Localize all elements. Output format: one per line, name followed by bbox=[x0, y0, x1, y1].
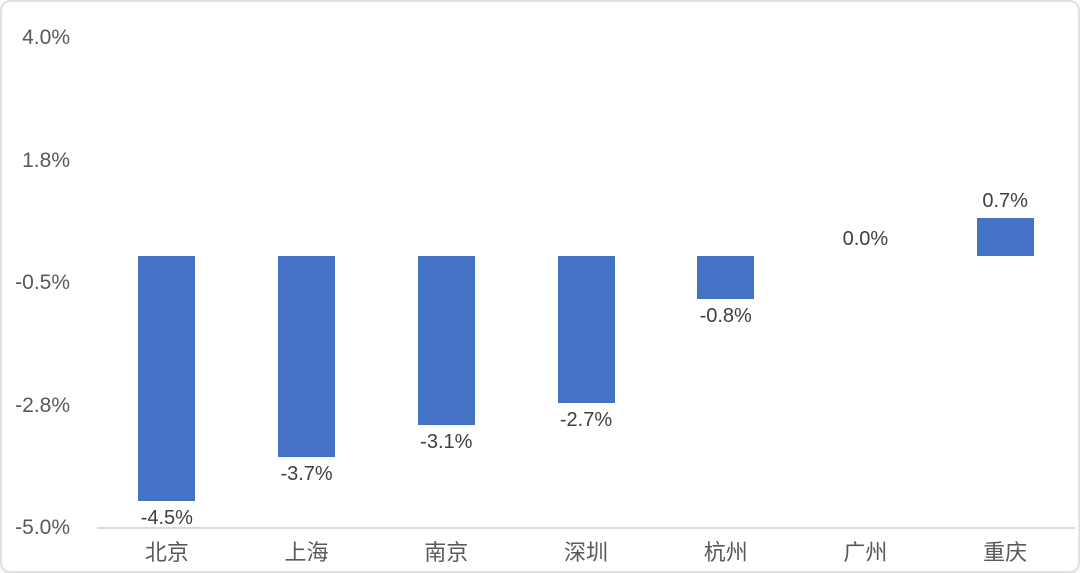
bar-hangzhou bbox=[697, 255, 755, 300]
y-axis-tick-label: 1.8% bbox=[22, 148, 70, 172]
x-axis-label-chongqing: 重庆 bbox=[983, 540, 1028, 565]
y-axis-tick-label: 4.0% bbox=[22, 26, 70, 49]
bar-chongqing bbox=[976, 217, 1034, 256]
y-axis-tick-label: -5.0% bbox=[15, 516, 70, 539]
x-axis-label-nanjing: 南京 bbox=[424, 540, 469, 565]
data-label-beijing: -4.5% bbox=[140, 506, 193, 529]
bar-shenzhen bbox=[557, 255, 615, 403]
bar-beijing bbox=[138, 255, 196, 501]
x-axis-label-shenzhen: 深圳 bbox=[563, 540, 608, 565]
x-axis-label-beijing: 北京 bbox=[144, 540, 189, 565]
x-axis-line bbox=[97, 527, 1075, 529]
bar-nanjing bbox=[417, 255, 475, 425]
x-axis-label-hangzhou: 杭州 bbox=[703, 540, 748, 565]
data-label-nanjing: -3.1% bbox=[420, 430, 473, 453]
data-label-shanghai: -3.7% bbox=[280, 463, 333, 486]
data-label-chongqing: 0.7% bbox=[982, 189, 1028, 212]
y-axis-tick-label: -2.8% bbox=[15, 393, 70, 417]
y-axis-tick-label: -0.5% bbox=[15, 271, 70, 294]
x-axis-label-shanghai: 上海 bbox=[284, 540, 329, 565]
bar-shanghai bbox=[278, 255, 336, 458]
data-label-hangzhou: -0.8% bbox=[699, 305, 752, 328]
x-axis-label-guangzhou: 广州 bbox=[843, 540, 888, 565]
data-label-guangzhou: 0.0% bbox=[842, 227, 889, 250]
data-label-shenzhen: -2.7% bbox=[559, 408, 613, 431]
